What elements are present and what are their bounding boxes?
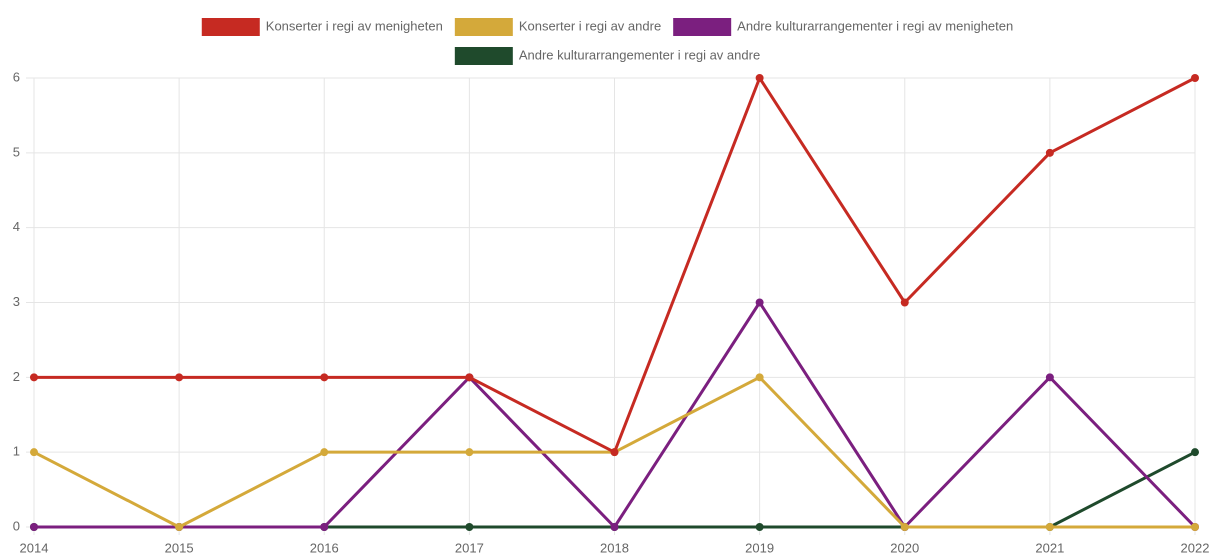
x-tick-label: 2019 [745, 540, 774, 555]
point [30, 448, 38, 457]
legend-row: Konserter i regi av menigheten Konserter … [201, 18, 1013, 36]
x-tick-label: 2015 [165, 540, 194, 555]
point [755, 373, 764, 382]
point [1045, 523, 1054, 531]
point [30, 523, 38, 531]
point [465, 373, 474, 382]
y-tick-label: 5 [13, 144, 20, 159]
point [465, 523, 474, 531]
point [320, 523, 329, 531]
point [900, 523, 909, 531]
legend-label: Andre kulturarrangementer i regi av andr… [519, 47, 760, 62]
point [755, 74, 764, 82]
legend-swatch [201, 18, 260, 36]
legend-label: Konserter i regi av menigheten [266, 18, 443, 33]
point [610, 448, 619, 457]
legend-row: Andre kulturarrangementer i regi av andr… [454, 47, 760, 65]
x-tick-label: 2017 [455, 540, 484, 555]
y-tick-label: 6 [13, 69, 20, 84]
y-tick-label: 1 [13, 444, 20, 459]
y-tick-label: 3 [13, 294, 20, 309]
point [1045, 148, 1054, 157]
point [320, 448, 329, 457]
x-tick-label: 2021 [1035, 540, 1064, 555]
point [320, 373, 329, 382]
point [755, 298, 764, 307]
x-tick-label: 2016 [310, 540, 339, 555]
point [1191, 74, 1199, 82]
legend-label: Andre kulturarrangementer i regi av meni… [737, 18, 1013, 33]
y-tick-label: 0 [13, 518, 20, 533]
point [30, 373, 38, 382]
point [1191, 448, 1199, 457]
point [900, 298, 909, 307]
x-tick-label: 2022 [1181, 540, 1210, 555]
point [175, 373, 184, 382]
legend-swatch [454, 18, 513, 36]
point [175, 523, 184, 531]
x-tick-label: 2018 [600, 540, 629, 555]
x-tick-label: 2020 [890, 540, 919, 555]
y-tick-label: 2 [13, 369, 20, 384]
point [610, 523, 619, 531]
legend-label: Konserter i regi av andre [519, 18, 661, 33]
point [1191, 523, 1199, 531]
point [755, 523, 764, 531]
x-tick-label: 2014 [20, 540, 49, 555]
point [1045, 373, 1054, 382]
legend-swatch [454, 47, 513, 65]
y-tick-label: 4 [13, 219, 20, 234]
legend-swatch [673, 18, 732, 36]
point [465, 448, 474, 457]
